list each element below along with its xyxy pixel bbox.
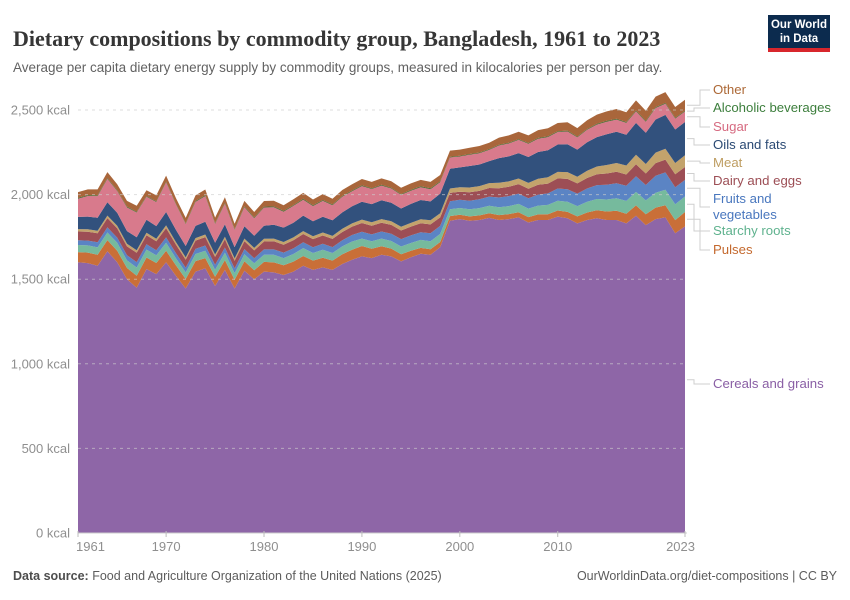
legend-connector-other <box>687 89 710 106</box>
area-pulses[interactable] <box>78 205 685 289</box>
y-axis-label: 2,500 kcal <box>11 103 70 118</box>
owid-logo-line2: in Data <box>779 33 819 46</box>
owid-logo[interactable]: Our World in Data <box>768 15 830 52</box>
legend-connector-sugar <box>687 116 710 128</box>
legend-connector-starchy_roots <box>687 203 710 232</box>
y-axis-label: 1,000 kcal <box>11 356 70 371</box>
legend-item-pulses[interactable]: Pulses <box>713 242 753 257</box>
area-fruits_and_vegetables[interactable] <box>78 172 685 274</box>
legend-connector-alcoholic_beverages <box>687 107 710 112</box>
x-axis-label: 1961 <box>76 539 105 554</box>
x-axis-label: 1990 <box>347 539 376 554</box>
legend-connector-fruits_and_vegetables <box>687 187 710 208</box>
legend-item-dairy_and_eggs[interactable]: Dairy and eggs <box>713 173 802 188</box>
legend-connector-pulses <box>687 218 710 251</box>
area-starchy_roots[interactable] <box>78 189 685 280</box>
y-axis-label: 1,500 kcal <box>11 272 70 287</box>
y-axis-label: 500 kcal <box>22 441 71 456</box>
legend-connector-cereals_and_grains <box>687 379 710 385</box>
y-axis-label: 2,000 kcal <box>11 187 70 202</box>
legend-item-other[interactable]: Other <box>713 82 746 97</box>
y-axis-label: 0 kcal <box>36 526 70 541</box>
page-title: Dietary compositions by commodity group,… <box>13 25 661 51</box>
data-source-label: Data source: <box>13 569 89 583</box>
area-cereals_and_grains[interactable] <box>78 215 685 534</box>
legend-item-alcoholic_beverages[interactable]: Alcoholic beverages <box>713 100 832 115</box>
legend-item-fruits_and_vegetables[interactable]: Fruits and vegetables <box>713 191 777 222</box>
owid-logo-line1: Our World <box>770 19 827 31</box>
x-axis-label: 2010 <box>543 539 572 554</box>
legend-item-cereals_and_grains[interactable]: Cereals and grains <box>713 376 824 391</box>
legend-connector-meat <box>687 160 710 164</box>
legend-item-sugar[interactable]: Sugar <box>713 119 749 134</box>
area-dairy_and_eggs[interactable] <box>78 159 685 269</box>
legend-connector-oils_and_fats <box>687 138 710 146</box>
area-sugar[interactable] <box>78 103 685 248</box>
page-subtitle: Average per capita dietary energy supply… <box>13 59 663 75</box>
owid-license-link[interactable]: OurWorldinData.org/diet-compositions | C… <box>576 569 837 583</box>
x-axis-label: 1980 <box>250 539 279 554</box>
x-axis-label: 1970 <box>152 539 181 554</box>
legend-item-starchy_roots[interactable]: Starchy roots <box>713 223 791 238</box>
legend-item-meat[interactable]: Meat <box>713 155 743 170</box>
legend-item-oils_and_fats[interactable]: Oils and fats <box>713 137 787 152</box>
x-axis-label: 2000 <box>445 539 474 554</box>
data-source-text: Food and Agriculture Organization of the… <box>88 569 442 583</box>
area-oils_and_fats[interactable] <box>78 114 685 259</box>
data-source-note: Data source: Food and Agriculture Organi… <box>13 569 442 583</box>
x-axis-label: 2023 <box>666 539 695 554</box>
legend-connector-dairy_and_eggs <box>687 173 710 182</box>
